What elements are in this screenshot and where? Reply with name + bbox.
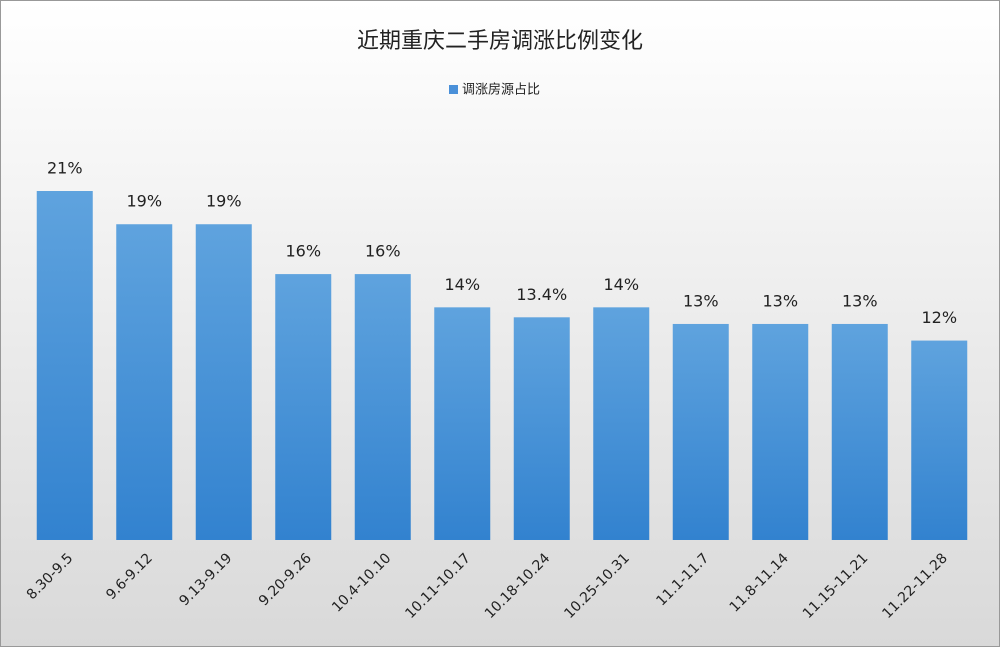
bar: [116, 224, 173, 540]
data-label: 14%: [603, 275, 639, 294]
chart-title: 近期重庆二手房调涨比例变化: [357, 29, 643, 54]
data-label: 13.4%: [516, 285, 567, 304]
data-label: 13%: [683, 291, 719, 310]
bar: [593, 307, 650, 540]
bar: [195, 224, 252, 540]
data-label: 21%: [47, 159, 83, 178]
data-label: 12%: [921, 308, 957, 327]
data-label: 13%: [842, 291, 878, 310]
legend-swatch: [449, 85, 458, 94]
bar: [434, 307, 491, 540]
bar: [36, 191, 93, 540]
bar: [672, 323, 729, 540]
data-label: 16%: [285, 242, 321, 261]
legend-label: 调涨房源占比: [462, 82, 540, 98]
bar: [831, 323, 888, 540]
bar: [513, 317, 570, 540]
data-label: 19%: [126, 192, 162, 211]
data-label: 19%: [206, 192, 242, 211]
bar: [354, 274, 411, 540]
data-label: 13%: [762, 291, 798, 310]
bar: [275, 274, 332, 540]
bar: [911, 340, 968, 540]
data-label: 16%: [365, 242, 401, 261]
data-label: 14%: [444, 275, 480, 294]
bar: [752, 323, 809, 540]
